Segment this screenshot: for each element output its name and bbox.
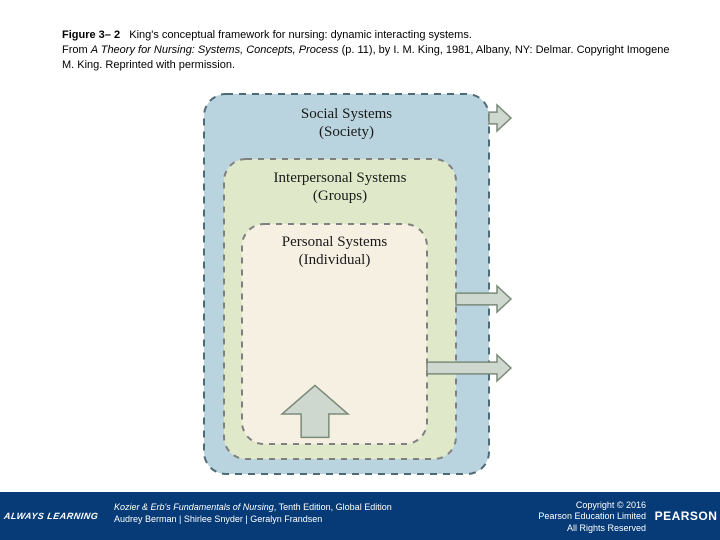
diagram-svg: Social Systems (Society) Interpersonal Sys… [194, 84, 514, 484]
system-label-title-0: Social Systems [301, 106, 392, 122]
figure-number: Figure 3– 2 [62, 29, 120, 41]
figure-source-book: A Theory for Nursing: Systems, Concepts,… [91, 44, 339, 56]
figure-caption: Figure 3– 2 King's conceptual framework … [62, 28, 680, 73]
copyright-l1: Copyright © 2016 [576, 500, 646, 510]
system-label-title-1: Interpersonal Systems [274, 170, 407, 186]
always-learning-text: ALWAYS LEARNING [3, 511, 99, 521]
footer-book-info: Kozier & Erb's Fundamentals of Nursing, … [106, 492, 510, 540]
system-label-sub-1: (Groups) [313, 188, 367, 204]
footer-brand-left: ALWAYS LEARNING [0, 492, 106, 540]
system-label-sub-0: (Society) [319, 124, 374, 140]
copyright-block: Copyright © 2016 Pearson Education Limit… [510, 492, 652, 540]
book-authors: Audrey Berman | Shirlee Snyder | Geralyn… [114, 514, 322, 524]
book-edition: , Tenth Edition, Global Edition [274, 502, 392, 512]
copyright-l3: All Rights Reserved [567, 523, 646, 533]
figure-title: King's conceptual framework for nursing:… [129, 29, 472, 41]
system-label-title-2: Personal Systems [282, 234, 388, 250]
pearson-logo-text: PEARSON [655, 509, 718, 523]
systems-diagram: Social Systems (Society) Interpersonal Sys… [194, 84, 514, 484]
system-label-sub-2: (Individual) [299, 252, 371, 268]
copyright-l2: Pearson Education Limited [538, 511, 646, 521]
footer-right: Copyright © 2016 Pearson Education Limit… [510, 492, 720, 540]
book-title: Kozier & Erb's Fundamentals of Nursing [114, 502, 274, 512]
pearson-logo: PEARSON [652, 492, 720, 540]
figure-source-prefix: From [62, 44, 91, 56]
footer-bar: ALWAYS LEARNING Kozier & Erb's Fundament… [0, 492, 720, 540]
right-arrow-icon-0 [489, 105, 511, 131]
